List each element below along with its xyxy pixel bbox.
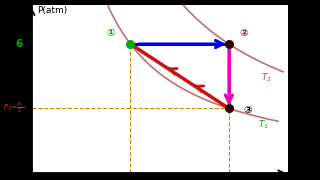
Text: ①: ① — [106, 28, 115, 38]
Text: ②: ② — [239, 28, 248, 38]
Text: 6: 6 — [15, 39, 22, 49]
Text: $P_3\!=\!\frac{P_2}{2}$: $P_3\!=\!\frac{P_2}{2}$ — [4, 101, 25, 116]
Text: V(L): V(L) — [268, 176, 285, 180]
Text: $T_1$: $T_1$ — [259, 119, 269, 131]
Text: ③: ③ — [243, 105, 252, 115]
Text: P(atm): P(atm) — [37, 6, 67, 15]
Text: $T_2$: $T_2$ — [261, 71, 272, 84]
